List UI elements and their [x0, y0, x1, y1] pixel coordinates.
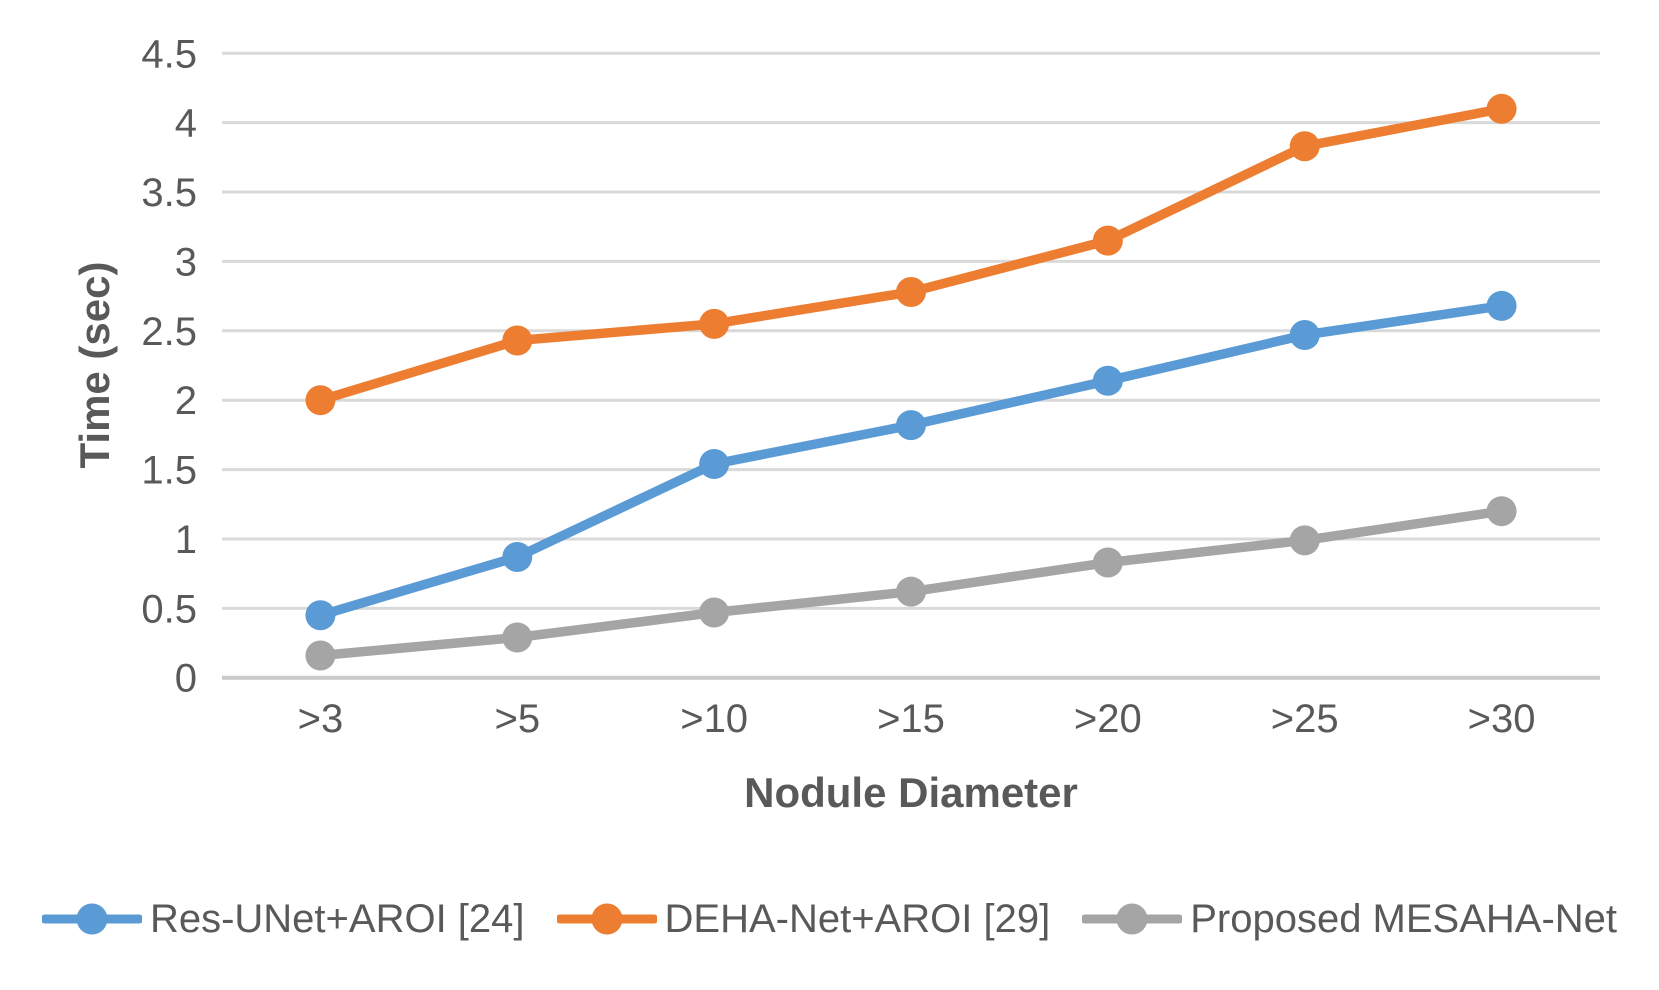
- x-tick-label: >20: [1074, 697, 1142, 741]
- data-point-marker: [502, 541, 533, 572]
- legend-item-deha-net: DEHA-Net+AROI [29]: [556, 896, 1051, 942]
- data-point-marker: [1092, 547, 1123, 578]
- data-point-marker: [699, 597, 730, 628]
- x-tick-label: >30: [1468, 697, 1536, 741]
- data-point-marker: [1092, 225, 1123, 256]
- data-point-marker: [1289, 525, 1320, 556]
- data-point-marker: [305, 640, 336, 671]
- y-tick-label: 1: [175, 518, 197, 562]
- y-tick-label: 1.5: [141, 449, 197, 493]
- legend-item-mesaha-net: Proposed MESAHA-Net: [1082, 897, 1617, 942]
- series-line: [315, 301, 1507, 621]
- data-point-marker: [1486, 496, 1517, 527]
- data-point-marker: [896, 576, 926, 607]
- data-point-marker: [1092, 365, 1123, 396]
- data-point-marker: [1289, 319, 1320, 350]
- data-point-marker: [1486, 93, 1517, 124]
- legend-label: Res-UNet+AROI [24]: [149, 896, 525, 941]
- x-tick-label: >5: [494, 697, 540, 741]
- data-point-marker: [699, 449, 730, 480]
- legend-item-res-unet: Res-UNet+AROI [24]: [41, 896, 525, 942]
- y-axis-title: Time (sec): [71, 261, 118, 469]
- x-tick-label: >25: [1271, 697, 1339, 741]
- data-point-marker: [305, 600, 336, 631]
- legend-label: Proposed MESAHA-Net: [1190, 896, 1618, 941]
- y-tick-label: 0: [175, 657, 197, 701]
- y-tick-label: 3.5: [141, 171, 197, 215]
- gridlines: [222, 51, 1600, 680]
- legend-label: DEHA-Net+AROI [29]: [664, 896, 1051, 941]
- series-2: [305, 496, 1517, 671]
- y-tick-label: 0.5: [141, 587, 197, 631]
- data-point-marker: [502, 622, 533, 653]
- series-marker-icon: [1082, 903, 1183, 935]
- x-axis-title: Nodule Diameter: [744, 769, 1078, 816]
- data-point-marker: [1289, 131, 1320, 162]
- data-point-marker: [1486, 290, 1517, 321]
- series-line: [315, 104, 1507, 405]
- data-point-marker: [896, 410, 926, 441]
- series-marker-icon: [556, 903, 657, 935]
- y-tick-label: 3: [175, 240, 197, 284]
- series-1: [305, 93, 1517, 416]
- data-point-marker: [305, 385, 336, 416]
- series-0: [305, 290, 1517, 631]
- y-tick-label: 2.5: [141, 310, 197, 354]
- data-point-marker: [896, 276, 926, 307]
- y-tick-label: 4.5: [141, 32, 197, 76]
- data-point-marker: [502, 325, 533, 356]
- data-point-marker: [699, 308, 730, 339]
- x-tick-label: >10: [680, 697, 748, 741]
- x-tick-label: >3: [298, 697, 344, 741]
- y-tick-label: 4: [175, 102, 197, 146]
- legend: Res-UNet+AROI [24] DEHA-Net+AROI [29] Pr…: [0, 893, 1659, 945]
- y-tick-label: 2: [175, 379, 197, 423]
- y-axis-ticks: 0 0.5 1 1.5 2 2.5 3 3.5 4 4.5: [141, 32, 197, 700]
- x-tick-label: >15: [877, 697, 945, 741]
- series-marker-icon: [41, 903, 142, 935]
- x-axis-ticks: >3 >5 >10 >15 >20 >25 >30: [298, 697, 1536, 741]
